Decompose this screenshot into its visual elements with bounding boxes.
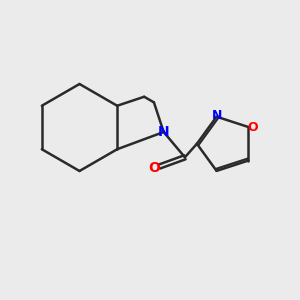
Text: N: N [212, 109, 222, 122]
Text: O: O [248, 121, 258, 134]
Text: O: O [148, 161, 160, 175]
Text: N: N [158, 125, 170, 139]
